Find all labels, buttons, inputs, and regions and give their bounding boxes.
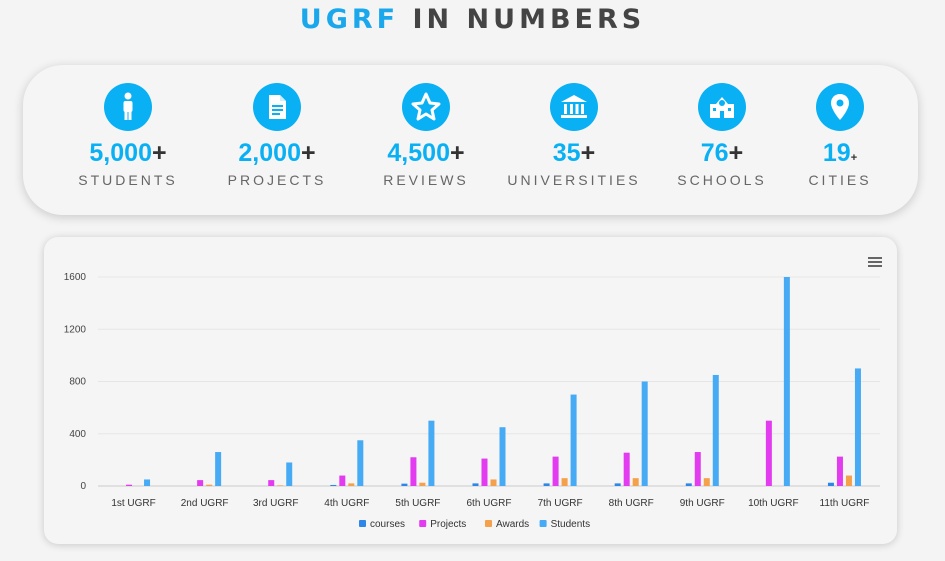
document-icon xyxy=(253,83,301,131)
bar-projects xyxy=(694,452,701,486)
title-rest: IN NUMBERS xyxy=(412,4,646,35)
stat-suffix: + xyxy=(850,152,858,164)
bar-chart: 0 400 800 1200 1600 1st UGRF 2nd UGRF 3rd UGRF 4… xyxy=(64,272,880,530)
y-tick-label: 1600 xyxy=(64,272,87,283)
x-tick-label: 5th UGRF xyxy=(395,498,440,509)
bar-awards xyxy=(419,482,426,486)
bar-projects xyxy=(836,456,843,486)
x-tick-label: 7th UGRF xyxy=(538,498,583,509)
stat-value: 4,500 xyxy=(387,139,450,167)
legend-swatch xyxy=(485,520,492,527)
bar-students xyxy=(570,394,577,486)
bar-courses xyxy=(685,483,692,486)
x-tick-label: 2nd UGRF xyxy=(181,498,229,509)
bar-students xyxy=(499,427,506,486)
y-tick-label: 400 xyxy=(69,429,86,440)
x-tick-label: 4th UGRF xyxy=(324,498,369,509)
stat-label: PROJECTS xyxy=(227,172,327,188)
stat-value: 19 xyxy=(822,139,851,167)
bar-courses xyxy=(827,482,834,486)
stat-projects: 2,000+ PROJECTS xyxy=(202,83,352,188)
stat-value: 76 xyxy=(700,139,729,167)
university-icon xyxy=(550,83,598,131)
bar-awards xyxy=(561,478,568,486)
bar-students xyxy=(641,381,648,486)
bar-awards xyxy=(348,483,355,486)
x-tick-label: 9th UGRF xyxy=(680,498,725,509)
stat-value: 5,000 xyxy=(89,139,152,167)
x-tick-label: 3rd UGRF xyxy=(253,498,299,509)
bar-students xyxy=(144,479,151,486)
x-tick-label: 10th UGRF xyxy=(748,498,799,509)
page-title: UGRF IN NUMBERS xyxy=(0,4,945,35)
legend-label: Awards xyxy=(496,519,529,530)
bar-courses xyxy=(543,483,550,486)
x-tick-label: 8th UGRF xyxy=(609,498,654,509)
stat-label: STUDENTS xyxy=(78,172,178,188)
x-tick-label: 11th UGRF xyxy=(820,498,870,509)
legend-swatch xyxy=(359,520,366,527)
stats-card: 5,000+ STUDENTS 2,000+ PROJECTS 4,500+ R… xyxy=(23,65,918,215)
bar-projects xyxy=(765,420,772,486)
bar-awards xyxy=(632,478,639,486)
bar-courses xyxy=(401,483,408,486)
bar-projects xyxy=(197,480,204,486)
stat-label: REVIEWS xyxy=(383,172,469,188)
bar-students xyxy=(357,440,364,486)
legend-swatch xyxy=(539,520,547,527)
legend-label: courses xyxy=(370,519,405,530)
stat-value: 35 xyxy=(552,139,581,167)
legend-label: Students xyxy=(551,519,590,530)
person-icon xyxy=(104,83,152,131)
stat-label: UNIVERSITIES xyxy=(507,172,641,188)
stat-schools: 76+ SCHOOLS xyxy=(647,83,797,188)
stat-students: 5,000+ STUDENTS xyxy=(53,83,203,188)
bar-projects xyxy=(410,457,417,486)
stat-label: CITIES xyxy=(808,172,872,188)
stat-cities: 19+ CITIES xyxy=(765,83,915,188)
stat-suffix: + xyxy=(580,139,596,167)
stat-suffix: + xyxy=(449,139,465,167)
location-pin-icon xyxy=(816,83,864,131)
stat-suffix: + xyxy=(728,139,744,167)
legend-swatch xyxy=(419,520,427,527)
x-tick-label: 6th UGRF xyxy=(466,498,511,509)
bar-awards xyxy=(845,475,852,486)
stat-value: 2,000 xyxy=(238,139,301,167)
stat-reviews: 4,500+ REVIEWS xyxy=(351,83,501,188)
bar-projects xyxy=(268,480,275,486)
y-tick-label: 0 xyxy=(80,481,86,492)
bar-students xyxy=(854,368,861,486)
bar-students xyxy=(428,420,435,486)
title-accent: UGRF xyxy=(299,4,400,35)
bar-projects xyxy=(481,458,488,486)
legend-label: Projects xyxy=(430,519,466,530)
stat-suffix: + xyxy=(300,139,316,167)
bar-projects xyxy=(126,484,133,486)
bar-students xyxy=(712,374,719,486)
chart-menu-icon[interactable] xyxy=(868,257,882,269)
bar-projects xyxy=(623,452,630,486)
bar-courses xyxy=(614,483,621,486)
bar-students xyxy=(286,462,293,486)
bar-courses xyxy=(330,484,337,486)
stat-suffix: + xyxy=(151,139,167,167)
y-tick-label: 800 xyxy=(69,377,86,388)
stat-universities: 35+ UNIVERSITIES xyxy=(499,83,649,188)
bar-projects xyxy=(339,475,346,486)
bar-awards xyxy=(490,479,497,486)
stat-label: SCHOOLS xyxy=(677,172,767,188)
chart-card: 0 400 800 1200 1600 1st UGRF 2nd UGRF 3rd UGRF 4… xyxy=(44,237,897,544)
bar-awards xyxy=(703,478,710,486)
star-icon xyxy=(402,83,450,131)
school-icon xyxy=(698,83,746,131)
bar-awards xyxy=(277,485,284,486)
x-tick-label: 1st UGRF xyxy=(111,498,155,509)
bar-students xyxy=(783,277,790,486)
bar-students xyxy=(215,452,222,486)
bar-courses xyxy=(472,483,479,486)
bar-projects xyxy=(552,456,559,486)
bar-awards xyxy=(206,484,213,486)
y-tick-label: 1200 xyxy=(64,324,87,335)
